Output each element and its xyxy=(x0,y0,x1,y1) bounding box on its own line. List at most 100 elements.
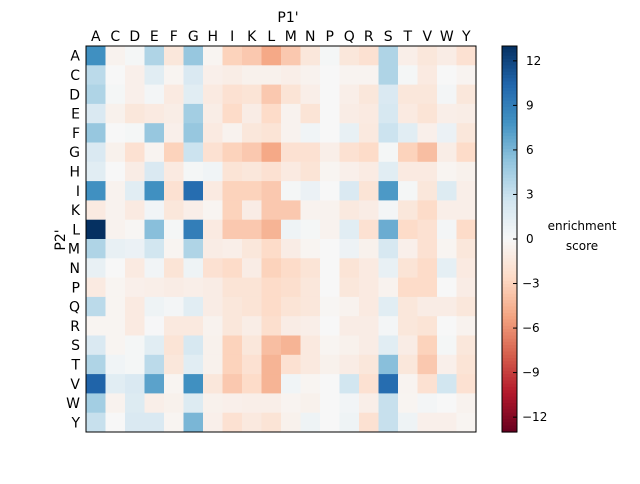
heatmap-cell-Y-H xyxy=(203,412,223,433)
heatmap-cell-I-R xyxy=(359,181,379,201)
colorbar-segment xyxy=(502,242,517,247)
heatmap-cell-V-Y xyxy=(456,374,477,394)
heatmap-cell-P-C xyxy=(105,277,126,298)
heatmap-cell-R-D xyxy=(125,316,145,336)
heatmap-cell-G-Y xyxy=(456,142,477,163)
heatmap-cell-S-C xyxy=(105,335,126,356)
heatmap-cell-P-Q xyxy=(339,277,360,298)
heatmap-cell-R-F xyxy=(164,316,184,336)
colorbar-label-line2: score xyxy=(566,239,598,253)
heatmap-cell-L-Y xyxy=(456,219,477,240)
heatmap-cell-Q-T xyxy=(398,296,418,317)
colorbar-segment xyxy=(502,219,517,224)
heatmap-cell-T-R xyxy=(359,354,379,375)
colorbar-segment xyxy=(502,165,517,169)
heatmap-cell-R-M xyxy=(281,316,301,336)
heatmap-cell-H-A xyxy=(86,161,106,182)
heatmap-cell-N-M xyxy=(281,258,301,279)
heatmap-cell-E-G xyxy=(183,103,204,124)
heatmap-cell-Y-T xyxy=(398,412,418,433)
heatmap-cell-N-E xyxy=(144,258,165,279)
heatmap-cell-Q-S xyxy=(378,296,399,317)
heatmap-cell-K-V xyxy=(417,200,438,221)
heatmap-cell-P-H xyxy=(203,277,223,298)
heatmap-cell-N-K xyxy=(242,258,262,279)
heatmap-cell-R-W xyxy=(437,316,457,336)
y-tick-label: W xyxy=(66,396,80,412)
y-tick-label: P xyxy=(72,280,80,296)
heatmap-cell-D-A xyxy=(86,84,106,105)
heatmap-cell-D-T xyxy=(398,84,418,105)
heatmap-cell-L-I xyxy=(222,219,243,240)
heatmap-cell-E-V xyxy=(417,103,438,124)
heatmap-cell-K-M xyxy=(281,200,301,221)
colorbar-segment xyxy=(502,380,517,385)
heatmap-cell-N-I xyxy=(222,258,243,279)
heatmap-cell-F-H xyxy=(203,123,223,143)
heatmap-cell-H-N xyxy=(300,161,321,182)
colorbar-segment xyxy=(502,158,517,163)
heatmap-cell-A-P xyxy=(320,46,340,66)
colorbar-segment xyxy=(502,274,517,279)
heatmap-cell-M-W xyxy=(437,239,457,259)
heatmap-cell-I-F xyxy=(164,181,184,201)
y-tick-label: S xyxy=(71,338,80,354)
heatmap-cell-G-I xyxy=(222,142,243,163)
y-tick-label: L xyxy=(72,222,80,238)
heatmap-cell-I-P xyxy=(320,181,340,201)
colorbar-segment xyxy=(502,200,517,205)
heatmap-cell-Q-W xyxy=(437,296,457,317)
heatmap-cell-D-W xyxy=(437,84,457,105)
heatmap-cell-A-H xyxy=(203,46,223,66)
heatmap-cell-D-S xyxy=(378,84,399,105)
heatmap-cell-M-C xyxy=(105,239,126,259)
heatmap-cell-S-F xyxy=(164,335,184,356)
heatmap-cell-C-W xyxy=(437,65,457,86)
heatmap-cell-Y-Q xyxy=(339,412,360,433)
heatmap-cell-L-W xyxy=(437,219,457,240)
heatmap-cell-I-E xyxy=(144,181,165,201)
colorbar-segment xyxy=(502,335,517,340)
heatmap-cell-L-M xyxy=(281,219,301,240)
heatmap-cell-T-G xyxy=(183,354,204,375)
heatmap-cell-S-V xyxy=(417,335,438,356)
colorbar-segment xyxy=(502,306,517,311)
heatmap-cell-D-Q xyxy=(339,84,360,105)
colorbar-segment xyxy=(502,78,517,82)
heatmap-cell-I-W xyxy=(437,181,457,201)
heatmap-cell-E-Q xyxy=(339,103,360,124)
colorbar-segment xyxy=(502,284,517,288)
colorbar-segment xyxy=(502,364,517,369)
y-tick-label: F xyxy=(72,126,80,142)
colorbar-segment xyxy=(502,87,517,92)
heatmap-cell-F-G xyxy=(183,123,204,143)
heatmap-cell-E-H xyxy=(203,103,223,124)
x-tick-label: H xyxy=(207,29,218,45)
heatmap-cell-W-R xyxy=(359,393,379,414)
heatmap-cell-A-M xyxy=(281,46,301,66)
colorbar-segment xyxy=(502,393,517,398)
heatmap-cell-Y-P xyxy=(320,412,340,433)
heatmap-cell-H-G xyxy=(183,161,204,182)
colorbar-segment xyxy=(502,293,517,298)
heatmap-cell-Y-V xyxy=(417,412,438,433)
colorbar-segment xyxy=(502,206,517,211)
heatmap-cell-S-E xyxy=(144,335,165,356)
colorbar-segment xyxy=(502,113,517,118)
heatmap-cell-R-S xyxy=(378,316,399,336)
heatmap-cell-M-F xyxy=(164,239,184,259)
heatmap-cell-Q-C xyxy=(105,296,126,317)
heatmap-cell-W-S xyxy=(378,393,399,414)
heatmap-cell-T-F xyxy=(164,354,184,375)
colorbar-segment xyxy=(502,229,517,234)
heatmap-cell-A-Q xyxy=(339,46,360,66)
heatmap-cell-T-W xyxy=(437,354,457,375)
heatmap-cell-D-V xyxy=(417,84,438,105)
heatmap-cell-F-N xyxy=(300,123,321,143)
colorbar-segment xyxy=(502,422,517,427)
heatmap-cell-W-K xyxy=(242,393,262,414)
colorbar-tick-label: −9 xyxy=(522,366,540,380)
heatmap-cell-R-A xyxy=(86,316,106,336)
heatmap-cell-G-W xyxy=(437,142,457,163)
colorbar-segment xyxy=(502,129,517,134)
